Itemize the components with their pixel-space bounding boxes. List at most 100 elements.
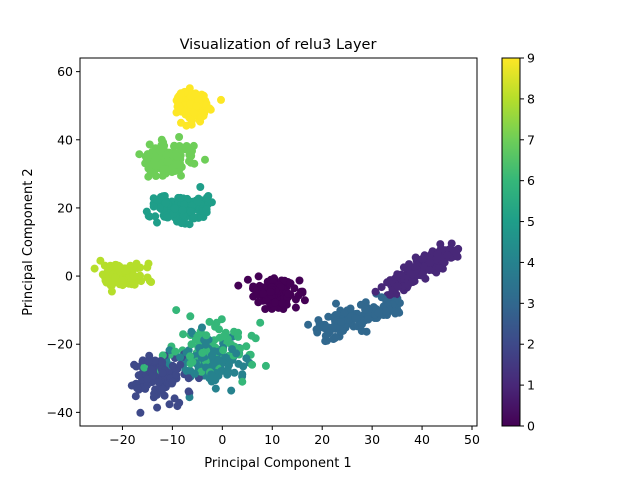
colorbar-tick-label: 7 (527, 132, 535, 147)
scatter-point (314, 316, 323, 325)
scatter-point (234, 328, 243, 337)
scatter-point (142, 207, 151, 216)
y-tick-label: 60 (57, 64, 73, 79)
scatter-point (214, 356, 223, 365)
scatter-point (103, 276, 112, 285)
y-axis-label: Principal Component 2 (21, 168, 36, 315)
scatter-point (176, 89, 185, 98)
y-axis-ticks: −40 −20 0 20 40 60 (47, 64, 80, 420)
scatter-point (141, 384, 150, 393)
colorbar-ticks: 0 1 2 3 4 5 6 7 8 9 (520, 51, 535, 434)
scatter-point (261, 361, 270, 370)
scatter-point (171, 347, 180, 356)
scatter-point (205, 104, 214, 113)
x-axis-label: Principal Component 1 (204, 456, 351, 471)
scatter-point (266, 288, 275, 296)
scatter-point (225, 361, 233, 369)
scatter-point (154, 378, 163, 386)
scatter-point (90, 264, 99, 273)
scatter-point (151, 356, 160, 365)
scatter-point (254, 298, 263, 307)
scatter-point (177, 171, 185, 180)
scatter-point (408, 278, 417, 287)
scatter-point (284, 289, 293, 298)
scatter-point (278, 299, 287, 308)
scatter-point (163, 157, 172, 166)
scatter-point (393, 282, 402, 291)
scatter-point (385, 290, 394, 299)
scatter-point (435, 264, 444, 273)
scatter-point (182, 367, 191, 375)
scatter-point (129, 271, 138, 280)
scatter-point (271, 298, 280, 307)
scatter-point (381, 307, 390, 316)
scatter-point (191, 89, 200, 98)
scatter-point (291, 295, 300, 304)
x-tick-label: 0 (218, 432, 226, 447)
scatter-point (187, 158, 195, 167)
scatter-point (256, 318, 265, 327)
scatter-point (228, 345, 236, 354)
y-tick-label: −40 (47, 405, 73, 420)
scatter-point (238, 377, 247, 386)
scatter-point (186, 312, 195, 321)
scatter-point (176, 360, 185, 369)
scatter-point (155, 146, 164, 155)
scatter-point (202, 193, 211, 202)
scatter-point (170, 141, 179, 150)
scatter-point (179, 330, 188, 339)
scatter-point (133, 384, 142, 393)
scatter-point (254, 272, 263, 281)
scatter-point (172, 160, 181, 169)
colorbar (501, 57, 521, 427)
colorbar-tick-label: 8 (527, 91, 535, 106)
scatter-point (286, 279, 295, 288)
x-tick-label: 50 (464, 432, 480, 447)
scatter-point (121, 266, 130, 275)
scatter-point (153, 218, 161, 227)
scatter-point (418, 254, 427, 263)
x-tick-label: 40 (414, 432, 430, 447)
scatter-point (190, 213, 198, 222)
scatter-point (148, 371, 157, 380)
scatter-point (351, 314, 360, 323)
scatter-point (340, 309, 349, 318)
scatter-point (143, 150, 152, 159)
scatter-point (177, 219, 186, 228)
colorbar-tick-label: 9 (527, 51, 535, 66)
scatter-point (134, 371, 143, 380)
x-tick-label: 30 (364, 432, 380, 447)
scatter-point (176, 193, 185, 202)
scatter-point (172, 306, 181, 315)
scatter-point (261, 305, 270, 313)
x-tick-label: −20 (109, 432, 135, 447)
scatter-point (201, 340, 210, 349)
scatter-point (136, 408, 145, 417)
scatter-point (332, 299, 340, 308)
plot-area (79, 57, 478, 427)
scatter-point (142, 158, 151, 167)
y-tick-label: 0 (65, 269, 73, 284)
scatter-point (440, 258, 449, 267)
scatter-point (187, 327, 196, 336)
scatter-point (411, 253, 420, 262)
scatter-point (157, 135, 166, 144)
scatter-point (147, 365, 156, 374)
scatter-point (361, 305, 370, 314)
scatter-point (151, 212, 160, 221)
scatter-point (295, 276, 304, 285)
scatter-point (371, 287, 380, 296)
scatter-point (217, 95, 225, 104)
scatter-point (187, 151, 196, 160)
scatter-point (251, 334, 260, 343)
scatter-point (189, 108, 198, 117)
scatter-point (130, 280, 139, 289)
scatter-point (211, 322, 220, 331)
scatter-point (205, 317, 214, 326)
scatter-point (114, 261, 123, 270)
scatter-point (238, 370, 247, 379)
scatter-point (291, 303, 300, 312)
scatter-point (176, 353, 185, 362)
colorbar-tick-label: 3 (527, 296, 535, 311)
